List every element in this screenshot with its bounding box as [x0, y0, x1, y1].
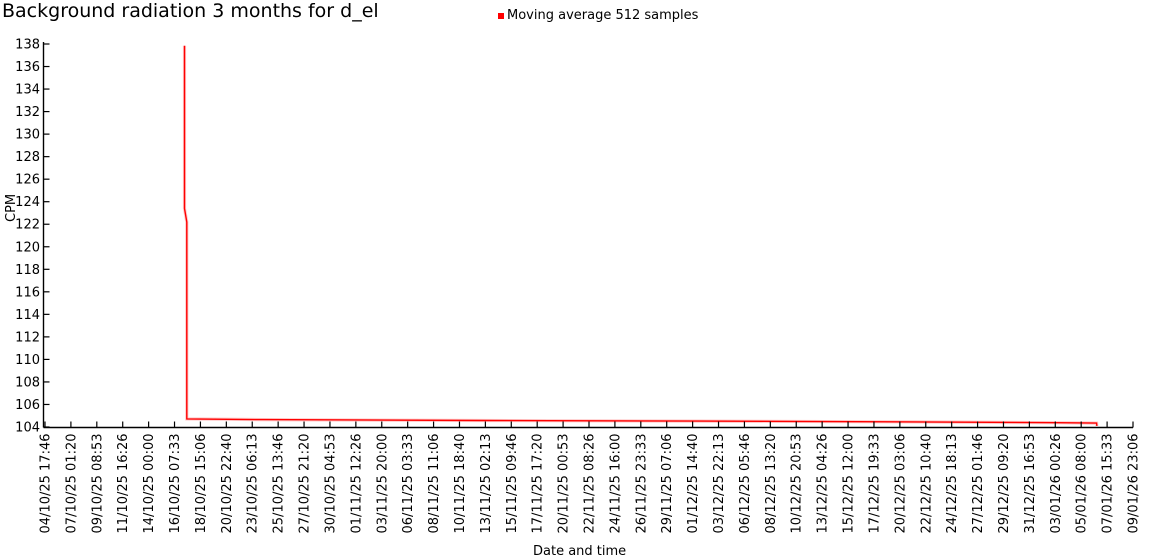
series-line-halo	[182, 45, 1099, 427]
y-tick-label: 112	[15, 330, 40, 345]
x-tick-label: 17/11/25 17:20	[531, 434, 546, 534]
y-tick-label: 128	[15, 150, 40, 165]
x-tick-label: 20/12/25 03:06	[893, 434, 908, 534]
x-tick-label: 06/12/25 05:46	[738, 434, 753, 534]
x-tick-label: 07/10/25 01:20	[64, 434, 79, 534]
x-tick-label: 07/01/26 15:33	[1101, 434, 1116, 534]
x-tick-label: 20/10/25 22:40	[220, 434, 235, 534]
x-tick-label: 25/10/25 13:46	[272, 434, 287, 534]
x-tick-label: 16/10/25 07:33	[168, 434, 183, 534]
x-tick-label: 01/12/25 14:40	[686, 434, 701, 534]
y-tick-label: 130	[15, 128, 40, 143]
y-tick-label: 108	[15, 375, 40, 390]
y-tick-label: 106	[15, 398, 40, 413]
y-tick-label: 116	[15, 285, 40, 300]
legend-marker-icon	[498, 12, 504, 19]
x-tick-label: 23/10/25 06:13	[246, 434, 261, 534]
x-tick-label: 29/11/25 07:06	[660, 434, 675, 534]
x-tick-label: 24/11/25 16:00	[608, 434, 623, 534]
y-tick-label: 120	[15, 240, 40, 255]
y-tick-label: 110	[15, 353, 40, 368]
y-tick-label: 138	[15, 38, 40, 53]
x-tick-label: 03/11/25 20:00	[375, 434, 390, 534]
x-tick-label: 15/12/25 12:00	[842, 434, 857, 534]
x-tick-label: 04/10/25 17:46	[39, 434, 54, 534]
x-tick-label: 13/11/25 02:13	[479, 434, 494, 534]
x-tick-label: 24/12/25 18:13	[945, 434, 960, 534]
x-tick-label: 17/12/25 19:33	[867, 434, 882, 534]
x-tick-label: 01/11/25 12:26	[349, 434, 364, 534]
y-tick-label: 124	[15, 195, 40, 210]
x-tick-label: 06/11/25 03:33	[401, 433, 416, 533]
y-tick-label: 122	[15, 218, 40, 233]
x-tick-label: 22/11/25 08:26	[583, 434, 598, 534]
x-tick-label: 27/12/25 01:46	[971, 434, 986, 534]
y-tick-label: 132	[15, 105, 40, 120]
x-tick-label: 13/12/25 04:26	[816, 434, 831, 534]
x-tick-label: 03/12/25 22:13	[712, 434, 727, 534]
x-tick-label: 29/12/25 09:20	[997, 434, 1012, 534]
x-tick-label: 26/11/25 23:33	[634, 434, 649, 534]
x-tick-label: 09/01/26 23:06	[1127, 434, 1142, 534]
x-tick-label: 11/10/25 16:26	[116, 434, 131, 534]
x-tick-label: 14/10/25 00:00	[142, 434, 157, 534]
x-tick-label: 09/10/25 08:53	[90, 434, 105, 534]
y-tick-label: 134	[15, 83, 40, 98]
y-tick-label: 118	[15, 263, 40, 278]
x-tick-label: 05/01/26 08:00	[1075, 434, 1090, 534]
y-tick-label: 136	[15, 60, 40, 75]
x-tick-label: 27/10/25 21:20	[298, 434, 313, 534]
y-tick-label: 126	[15, 173, 40, 188]
y-tick-label: 104	[15, 421, 40, 436]
x-axis-title: Date and time	[533, 544, 627, 559]
x-tick-label: 03/01/26 00:26	[1049, 434, 1064, 534]
x-tick-label: 08/12/25 13:20	[764, 434, 779, 534]
y-tick-label: 114	[15, 308, 40, 323]
x-tick-label: 30/10/25 04:53	[323, 434, 338, 534]
x-tick-label: 20/11/25 00:53	[557, 434, 572, 534]
legend: Moving average 512 samples	[498, 8, 698, 23]
x-tick-label: 22/12/25 10:40	[919, 434, 934, 534]
x-tick-label: 18/10/25 15:06	[194, 434, 209, 534]
chart-title: Background radiation 3 months for d_el	[2, 0, 379, 22]
x-tick-label: 10/11/25 18:40	[453, 434, 468, 534]
series-line-moving-average	[183, 45, 1098, 426]
x-tick-label: 15/11/25 09:46	[505, 434, 520, 534]
legend-label: Moving average 512 samples	[507, 8, 699, 23]
x-tick-label: 31/12/25 16:53	[1023, 434, 1038, 534]
x-tick-label: 08/11/25 11:06	[427, 433, 442, 533]
x-tick-label: 10/12/25 20:53	[790, 434, 805, 534]
